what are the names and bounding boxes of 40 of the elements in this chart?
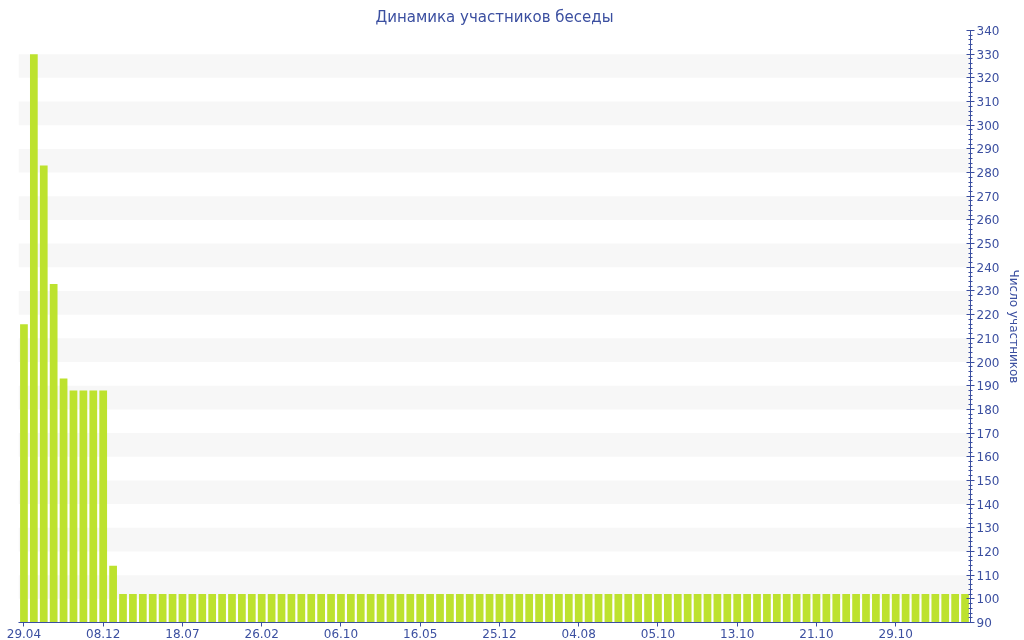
y-tick-label: 290 (976, 142, 1000, 157)
x-tick-label: 06.10 (323, 626, 359, 640)
y-tick-label: 150 (976, 473, 1000, 488)
x-tick-label: 21.10 (799, 626, 834, 640)
y-tick-label: 330 (976, 47, 1000, 62)
y-tick-label: 270 (976, 189, 1000, 204)
y-tick-label: 320 (976, 71, 1000, 86)
y-axis-title: Число участников (1007, 269, 1022, 384)
y-tick-label: 120 (976, 544, 1000, 559)
y-tick-label: 300 (976, 118, 1000, 133)
x-tick-label: 04.08 (561, 626, 596, 640)
y-tick-label: 100 (976, 592, 1000, 607)
y-tick-label: 110 (976, 568, 1000, 583)
y-tick-label: 190 (976, 379, 1000, 394)
y-tick-label: 130 (976, 521, 1000, 536)
y-tick-label: 280 (976, 166, 1000, 181)
x-tick-label: 29.04 (6, 626, 42, 640)
y-tick-label: 340 (976, 24, 1000, 38)
y-tick-label: 230 (976, 284, 1000, 299)
x-tick-label: 13.10 (720, 626, 755, 640)
y-tick-label: 180 (976, 402, 1000, 417)
x-tick-label: 08.12 (86, 626, 121, 640)
x-tick-label: 05.10 (640, 626, 676, 640)
y-tick-label: 90 (976, 616, 992, 630)
y-tick-label: 170 (976, 426, 1000, 441)
y-tick-label: 310 (976, 95, 1000, 110)
y-tick-label: 260 (976, 213, 1000, 228)
y-tick-label: 210 (976, 331, 1000, 346)
x-tick-label: 26.02 (244, 626, 279, 640)
y-tick-label: 160 (976, 450, 1000, 465)
y-tick-label: 220 (976, 308, 1000, 323)
y-tick-label: 200 (976, 355, 1000, 370)
x-tick-label: 18.07 (165, 626, 200, 640)
x-tick-label: 25.12 (482, 626, 517, 640)
y-tick-label: 250 (976, 237, 1000, 252)
x-tick-label: 16.05 (403, 626, 438, 640)
chart-title: Динамика участников беседы (375, 7, 614, 26)
x-tick-label: 29.10 (878, 626, 913, 640)
y-tick-label: 140 (976, 497, 1000, 512)
y-tick-label: 240 (976, 260, 1000, 275)
